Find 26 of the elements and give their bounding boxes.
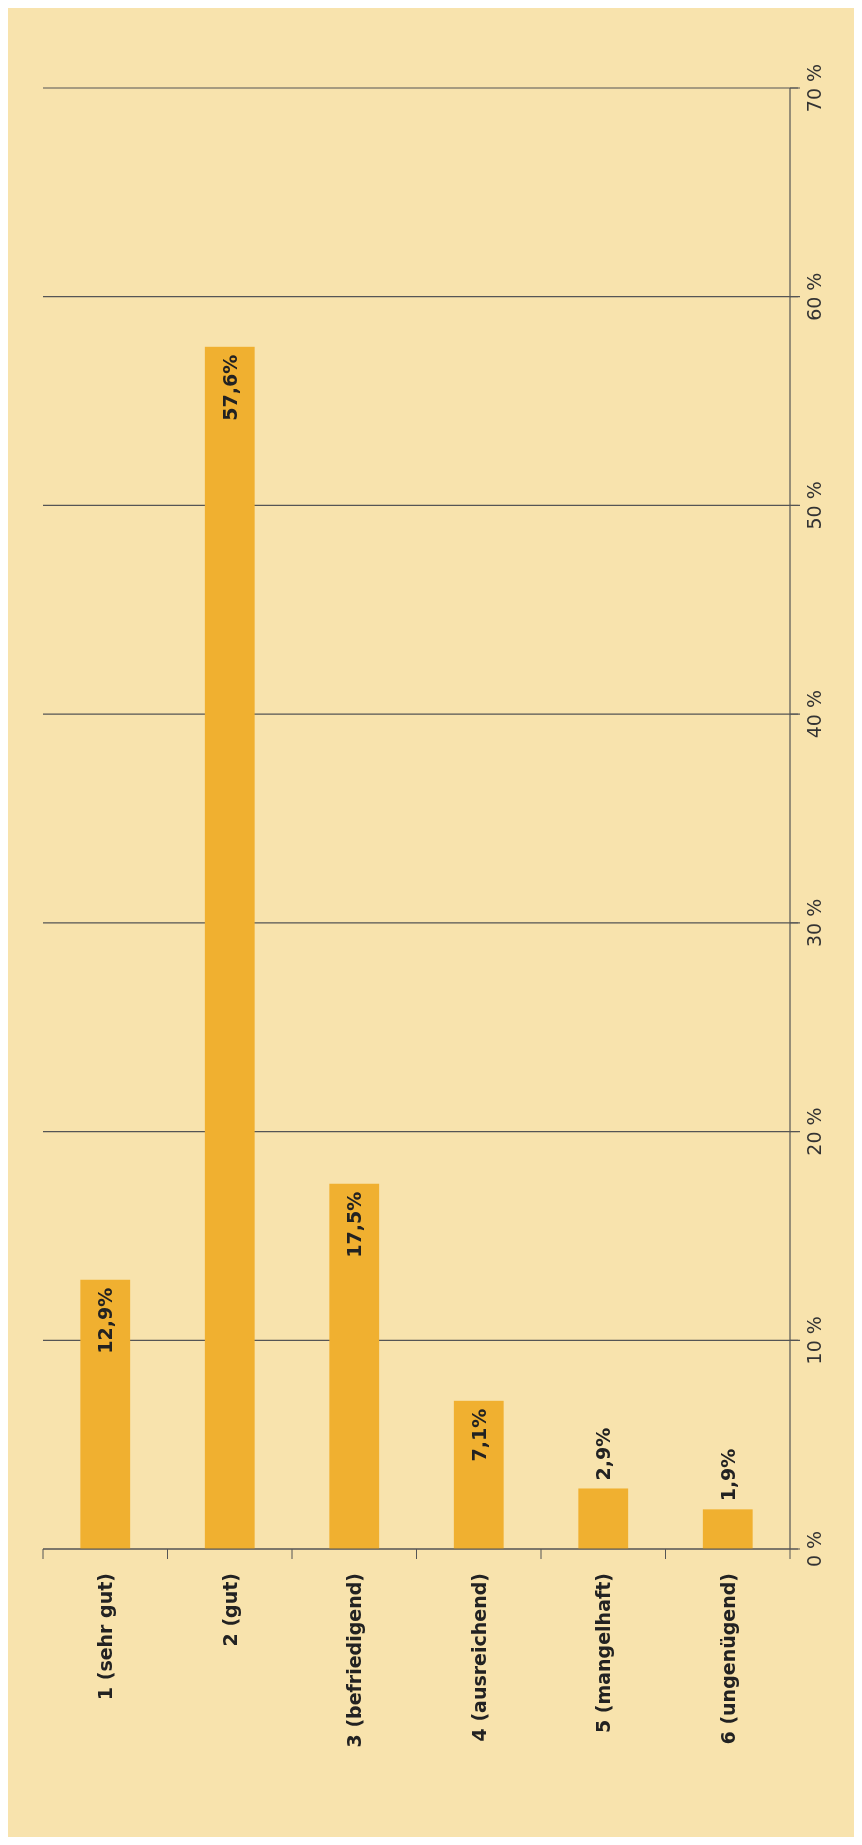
y-tick-label: 30 % bbox=[803, 898, 825, 947]
y-tick-label: 70 % bbox=[803, 63, 825, 113]
data-label: 1,9% bbox=[716, 1448, 739, 1502]
y-tick-label: 0 % bbox=[803, 1530, 825, 1568]
x-tick-label: 1 (sehr gut) bbox=[94, 1573, 117, 1701]
data-label: 57,6% bbox=[218, 354, 241, 421]
bar bbox=[702, 1509, 753, 1549]
data-label: 12,9% bbox=[94, 1287, 117, 1354]
bar bbox=[453, 1400, 504, 1549]
x-tick-label: 6 (ungenügend) bbox=[716, 1573, 739, 1745]
y-tick-label: 10 % bbox=[803, 1316, 825, 1365]
bar bbox=[578, 1488, 629, 1549]
data-label: 2,9% bbox=[592, 1427, 615, 1481]
y-tick-label: 60 % bbox=[803, 272, 825, 321]
y-tick-label: 50 % bbox=[803, 481, 825, 530]
data-label: 17,5% bbox=[343, 1191, 366, 1258]
bar bbox=[80, 1279, 131, 1549]
x-tick-label: 5 (mangelhaft) bbox=[592, 1573, 615, 1734]
y-tick-label: 40 % bbox=[803, 690, 825, 739]
bar bbox=[329, 1183, 380, 1549]
x-tick-label: 3 (befriedigend) bbox=[343, 1573, 366, 1748]
x-tick-label: 2 (gut) bbox=[218, 1573, 241, 1647]
bar bbox=[204, 346, 255, 1549]
x-tick-label: 4 (ausreichend) bbox=[467, 1573, 490, 1742]
y-tick-label: 20 % bbox=[803, 1107, 825, 1156]
data-label: 7,1% bbox=[467, 1408, 490, 1462]
